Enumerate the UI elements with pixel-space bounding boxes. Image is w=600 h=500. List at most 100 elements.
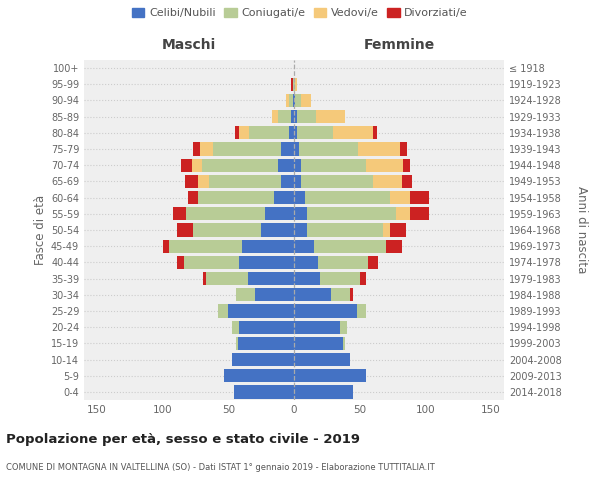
Bar <box>241 240 294 253</box>
Bar <box>224 369 294 382</box>
Bar <box>294 142 299 156</box>
Bar <box>181 158 191 172</box>
Bar <box>294 240 314 253</box>
Bar <box>343 336 345 350</box>
Bar <box>390 224 406 236</box>
Bar <box>173 207 187 220</box>
Bar <box>409 207 429 220</box>
Bar <box>198 175 209 188</box>
Bar <box>307 207 397 220</box>
Bar <box>239 126 250 140</box>
Bar <box>209 175 281 188</box>
Bar <box>350 288 353 302</box>
Bar <box>294 207 307 220</box>
Bar <box>169 240 241 253</box>
Bar <box>265 207 294 220</box>
Bar <box>296 110 316 124</box>
Bar <box>293 94 294 107</box>
Bar <box>184 256 239 269</box>
Bar <box>261 224 294 236</box>
Bar <box>218 304 229 318</box>
Bar <box>305 191 390 204</box>
Bar <box>359 272 366 285</box>
Bar <box>177 224 193 236</box>
Bar <box>294 369 366 382</box>
Bar <box>340 320 347 334</box>
Bar <box>403 158 409 172</box>
Bar <box>307 224 383 236</box>
Bar <box>294 110 296 124</box>
Bar <box>299 142 358 156</box>
Bar <box>294 386 353 398</box>
Bar <box>212 142 281 156</box>
Legend: Celibi/Nubili, Coniugati/e, Vedovi/e, Divorziati/e: Celibi/Nubili, Coniugati/e, Vedovi/e, Di… <box>128 3 472 22</box>
Bar <box>294 353 350 366</box>
Bar <box>177 256 184 269</box>
Bar <box>233 386 294 398</box>
Y-axis label: Fasce di età: Fasce di età <box>34 195 47 265</box>
Bar <box>301 158 366 172</box>
Bar <box>163 240 169 253</box>
Bar <box>301 175 373 188</box>
Bar <box>390 191 409 204</box>
Bar <box>232 353 294 366</box>
Bar <box>293 78 294 91</box>
Bar <box>367 256 378 269</box>
Bar <box>409 191 429 204</box>
Bar <box>272 110 278 124</box>
Bar <box>294 78 295 91</box>
Bar <box>238 336 294 350</box>
Bar <box>294 94 295 107</box>
Bar <box>193 224 261 236</box>
Bar <box>294 304 357 318</box>
Bar <box>294 256 317 269</box>
Bar <box>281 142 294 156</box>
Bar <box>314 240 386 253</box>
Bar <box>386 240 401 253</box>
Bar <box>185 175 198 188</box>
Bar <box>294 158 301 172</box>
Text: Femmine: Femmine <box>364 38 434 52</box>
Y-axis label: Anni di nascita: Anni di nascita <box>575 186 589 274</box>
Bar <box>239 256 294 269</box>
Bar <box>292 78 293 91</box>
Bar <box>199 142 212 156</box>
Bar <box>400 142 407 156</box>
Bar <box>294 191 305 204</box>
Bar <box>281 175 294 188</box>
Bar <box>239 320 294 334</box>
Bar <box>295 94 301 107</box>
Bar <box>248 272 294 285</box>
Bar <box>250 126 289 140</box>
Bar <box>296 126 334 140</box>
Bar <box>235 126 239 140</box>
Text: COMUNE DI MONTAGNA IN VALTELLINA (SO) - Dati ISTAT 1° gennaio 2019 - Elaborazion: COMUNE DI MONTAGNA IN VALTELLINA (SO) - … <box>6 462 435 471</box>
Text: Maschi: Maschi <box>162 38 216 52</box>
Bar <box>232 320 239 334</box>
Bar <box>203 272 206 285</box>
Bar <box>320 272 359 285</box>
Bar <box>188 191 198 204</box>
Bar <box>294 272 320 285</box>
Bar <box>316 110 345 124</box>
Bar <box>278 158 294 172</box>
Bar <box>373 126 377 140</box>
Bar <box>198 191 274 204</box>
Bar <box>187 207 265 220</box>
Bar <box>295 78 296 91</box>
Bar <box>294 126 296 140</box>
Bar <box>289 126 294 140</box>
Bar <box>289 94 293 107</box>
Bar <box>286 94 289 107</box>
Bar <box>294 336 343 350</box>
Bar <box>331 288 350 302</box>
Bar <box>191 158 202 172</box>
Bar <box>278 110 292 124</box>
Bar <box>236 336 238 350</box>
Bar <box>193 142 199 156</box>
Text: Popolazione per età, sesso e stato civile - 2019: Popolazione per età, sesso e stato civil… <box>6 432 360 446</box>
Bar <box>274 191 294 204</box>
Bar <box>383 224 390 236</box>
Bar <box>292 110 294 124</box>
Bar <box>254 288 294 302</box>
